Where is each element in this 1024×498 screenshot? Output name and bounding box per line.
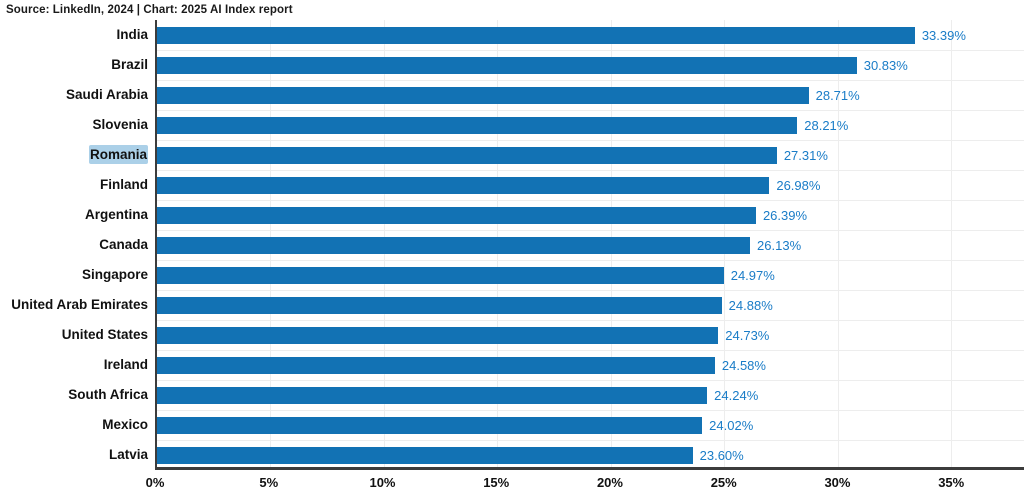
bar	[157, 146, 777, 164]
highlighted-category-label: Romania	[88, 145, 148, 164]
value-label: 27.31%	[783, 147, 828, 163]
horizontal-gridline	[157, 260, 1024, 261]
bar	[157, 266, 724, 284]
horizontal-gridline	[157, 410, 1024, 411]
source-caption: Source: LinkedIn, 2024 | Chart: 2025 AI …	[6, 4, 293, 16]
vertical-gridline	[837, 20, 839, 467]
horizontal-gridline	[157, 350, 1024, 351]
bar-row: 24.97%	[157, 260, 1024, 290]
bar	[157, 326, 719, 344]
value-label: 26.13%	[757, 237, 802, 253]
category-label: Saudi Arabia	[65, 87, 148, 102]
category-label: Latvia	[108, 447, 148, 462]
horizontal-gridline	[157, 140, 1024, 141]
bar-row: 23.60%	[157, 440, 1024, 470]
category-label: India	[116, 27, 148, 42]
horizontal-gridline	[157, 290, 1024, 291]
bar	[157, 206, 756, 224]
plot-area: 33.39% 30.83% 28.71% 28.21% 27.31% 26.98% 26.3…	[155, 20, 1024, 470]
bar-row: 26.13%	[157, 230, 1024, 260]
bar-row: 33.39%	[157, 20, 1024, 50]
horizontal-gridline	[157, 440, 1024, 441]
x-tick-label: 35%	[938, 475, 965, 490]
x-tick-label: 20%	[596, 475, 623, 490]
category-label: Argentina	[84, 207, 148, 222]
value-label: 24.73%	[725, 327, 770, 343]
value-label: 24.58%	[721, 357, 766, 373]
x-tick-label: 25%	[710, 475, 737, 490]
horizontal-gridline	[157, 110, 1024, 111]
bar-row: 30.83%	[157, 50, 1024, 80]
horizontal-gridline	[157, 80, 1024, 81]
y-axis-labels: India Brazil Saudi Arabia Slovenia Romania Fi…	[0, 20, 148, 470]
bar	[157, 386, 708, 404]
value-label: 24.97%	[730, 267, 775, 283]
horizontal-gridline	[157, 200, 1024, 201]
bar	[157, 446, 693, 464]
horizontal-gridline	[157, 380, 1024, 381]
bar-row: 24.02%	[157, 410, 1024, 440]
bar	[157, 56, 857, 74]
category-label: Finland	[100, 177, 148, 192]
value-label: 26.39%	[762, 207, 808, 223]
x-tick-label: 10%	[369, 475, 396, 490]
value-label: 28.21%	[804, 117, 849, 133]
category-label: Singapore	[81, 267, 148, 282]
category-label: Slovenia	[92, 117, 148, 132]
category-label: United Arab Emirates	[11, 297, 148, 312]
bar	[157, 296, 722, 314]
category-label: Canada	[99, 237, 148, 252]
value-label: 30.83%	[863, 57, 908, 73]
horizontal-gridline	[157, 170, 1024, 171]
bar-row: 28.71%	[157, 80, 1024, 110]
x-tick-label: 0%	[145, 475, 165, 490]
bar-row: 27.31%	[157, 140, 1024, 170]
bar-row: 24.24%	[157, 380, 1024, 410]
value-label: 23.60%	[699, 447, 744, 463]
bar	[157, 116, 798, 134]
category-label: Romania	[0, 140, 148, 170]
bar	[157, 416, 703, 434]
horizontal-gridline	[157, 230, 1024, 231]
bar	[157, 86, 809, 104]
value-label: 33.39%	[921, 27, 966, 43]
vertical-gridline	[951, 20, 953, 467]
category-label: Ireland	[103, 357, 148, 372]
bar-row: 24.73%	[157, 320, 1024, 350]
category-label: Brazil	[111, 57, 148, 72]
x-axis: 0% 5% 10% 15% 20% 25% 30% 35%	[146, 475, 1024, 497]
category-label: South Africa	[68, 387, 148, 402]
bar-row: 26.98%	[157, 170, 1024, 200]
category-label: United States	[61, 327, 148, 342]
bar	[157, 236, 751, 254]
bar-row: 24.58%	[157, 350, 1024, 380]
bar-row: 26.39%	[157, 200, 1024, 230]
horizontal-gridline	[157, 50, 1024, 51]
horizontal-gridline	[157, 320, 1024, 321]
x-tick-label: 15%	[483, 475, 510, 490]
x-tick-label: 30%	[824, 475, 851, 490]
value-label: 28.71%	[815, 87, 860, 103]
value-label: 24.88%	[728, 297, 773, 313]
bar	[157, 26, 915, 44]
value-label: 26.98%	[776, 177, 821, 193]
value-label: 24.02%	[709, 417, 754, 433]
bar	[157, 176, 770, 194]
bar-row: 28.21%	[157, 110, 1024, 140]
category-label: Mexico	[102, 417, 148, 432]
x-tick-label: 5%	[259, 475, 279, 490]
bar	[157, 356, 715, 374]
value-label: 24.24%	[714, 387, 759, 403]
bar-row: 24.88%	[157, 290, 1024, 320]
